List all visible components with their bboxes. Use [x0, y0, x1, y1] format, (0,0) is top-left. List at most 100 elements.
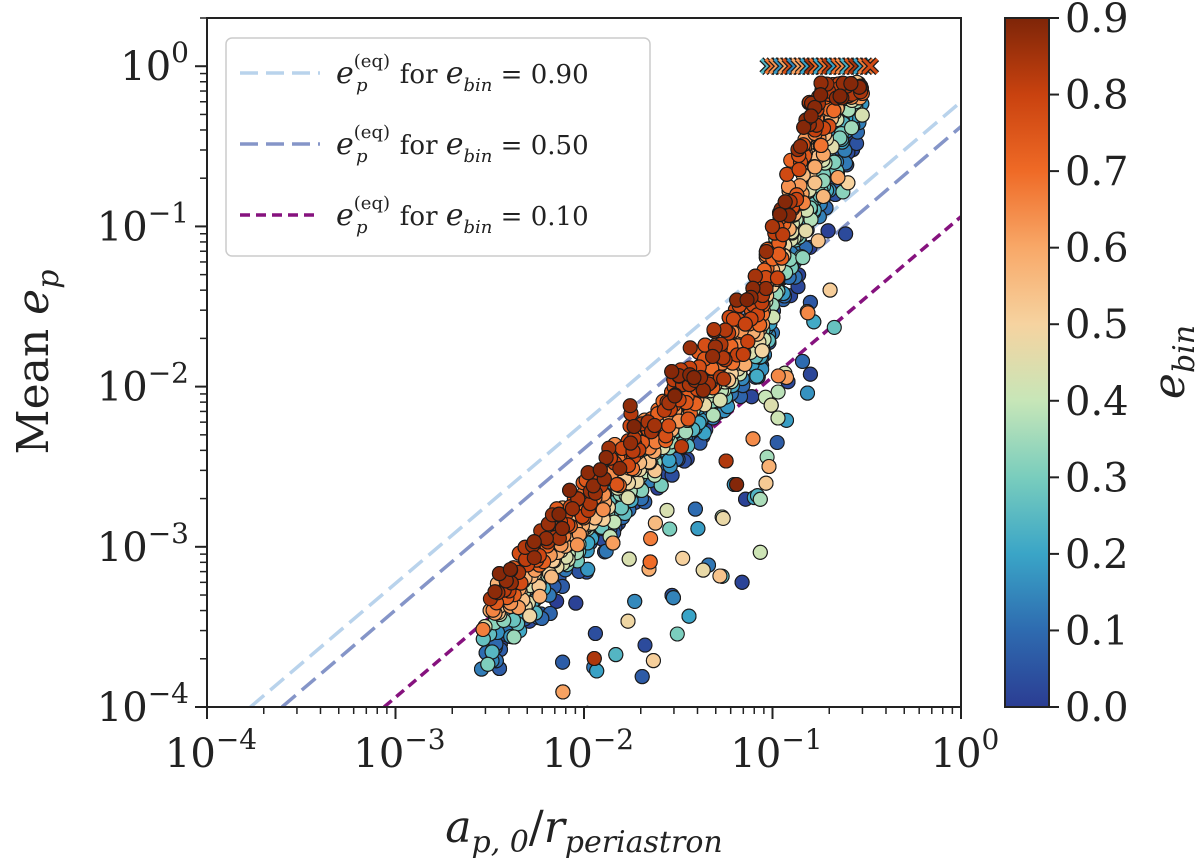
scatter-point [838, 226, 854, 242]
equilibrium-lines [249, 100, 961, 707]
scatter-point [661, 452, 677, 468]
scatter-point [526, 550, 542, 566]
scatter-point [687, 501, 703, 517]
scatter-point [826, 319, 842, 335]
scatter-point [715, 510, 731, 526]
scatter-point [580, 465, 596, 481]
legend: e(eq) p for ebin = 0.90e(eq) p for ebin = … [225, 37, 651, 257]
scatter-point [737, 316, 753, 332]
scatter-point [791, 162, 807, 178]
scatter-point [554, 520, 570, 536]
colorbar-tick-label: 0.4 [1065, 379, 1129, 425]
scatter-point [586, 650, 602, 667]
scatter-point [763, 397, 779, 413]
colorbar-tick-label: 0.1 [1065, 608, 1129, 654]
scatter-point [813, 87, 829, 103]
scatter-point [826, 103, 842, 119]
scatter-point [645, 653, 661, 669]
scatter-point [555, 684, 571, 700]
scatter-point [749, 368, 765, 384]
scatter-point [502, 561, 518, 577]
scatter-point [626, 418, 642, 435]
scatter-point [695, 562, 711, 578]
scatter-point [562, 482, 578, 498]
scatter-point [844, 120, 860, 136]
x-tick-label: 10−2 [542, 723, 634, 777]
scatter-point [583, 705, 592, 707]
scatter-point [568, 595, 584, 611]
scatter-point [795, 250, 811, 266]
scatter-point [637, 637, 653, 653]
scatter-point [695, 382, 711, 398]
scatter-point [680, 411, 696, 427]
scatter-point [830, 169, 846, 186]
scatter-point [608, 647, 624, 663]
colorbar-tick-label: 0.2 [1065, 532, 1129, 578]
scatter-point [623, 435, 639, 451]
scatter-point [747, 268, 763, 284]
y-tick-label: 10−1 [97, 196, 189, 250]
scatter-point [761, 458, 777, 475]
scatter-point [612, 460, 628, 477]
scatter-point [642, 554, 658, 570]
y-tick-label: 10−3 [97, 517, 189, 571]
colorbar-label: ebin [1144, 325, 1200, 399]
scatter-point [580, 561, 596, 577]
scatter-point [643, 531, 659, 547]
scatter-point [620, 613, 636, 629]
scatter-point [771, 246, 787, 262]
colorbar-tick-label: 0.0 [1065, 685, 1129, 731]
scatter-point [769, 270, 786, 286]
scatter-point [769, 434, 785, 451]
scatter-point [770, 368, 786, 384]
scatter-point [770, 384, 786, 400]
scatter-point [770, 410, 786, 426]
x-tick-label: 10−1 [730, 723, 822, 777]
scatter-point [609, 477, 625, 493]
scatter-point [532, 588, 548, 604]
scatter-point [569, 537, 585, 553]
scatter-points [473, 74, 870, 707]
scatter-point [740, 334, 756, 350]
scatter-point [815, 188, 831, 205]
y-axis-ticks: 10−4 10−3 10−2 10−1 100 [97, 17, 207, 731]
colorbar-ticks: 0.0 0.1 0.2 0.3 0.4 0.5 0.6 0.7 0.8 0.9 [1049, 0, 1129, 731]
x-axis-label: ap, 0/rperiastron [445, 802, 722, 858]
scatter-point [843, 76, 859, 92]
scatter-point [772, 207, 788, 223]
scatter-point [686, 370, 702, 386]
y-tick-label: 10−4 [97, 677, 189, 731]
x-tick-label: 10−4 [165, 723, 257, 777]
scatter-point [734, 574, 750, 590]
scatter-point [752, 491, 768, 507]
colorbar-gradient [1004, 17, 1050, 708]
equilibrium-line-1 [280, 125, 961, 707]
scatter-point [735, 346, 751, 362]
scatter-point [800, 305, 816, 321]
scatter-point [647, 515, 663, 531]
scatter-point [820, 223, 836, 239]
scatter-point [589, 663, 605, 679]
scatter-point [758, 475, 774, 491]
colorbar-tick-label: 0.5 [1065, 302, 1129, 348]
scatter-point [647, 417, 663, 434]
scatter-point [681, 608, 697, 624]
scatter-point [506, 629, 522, 645]
scatter-point [634, 669, 650, 685]
scatter-point [705, 407, 721, 423]
scatter-point [794, 353, 811, 369]
scatter-point [627, 593, 643, 609]
scatter-point [605, 535, 621, 551]
scatter-point [475, 621, 491, 638]
scatter-point [739, 292, 755, 308]
x-axis-ticks: 10−4 10−3 10−2 10−1 100 [165, 707, 999, 777]
scatter-point [690, 521, 706, 537]
scatter-point [592, 462, 608, 478]
scatter-point [621, 551, 637, 567]
scatter-point [758, 280, 774, 297]
scatter-point [664, 364, 680, 380]
scatter-point [807, 159, 823, 175]
scatter-point [667, 388, 683, 404]
